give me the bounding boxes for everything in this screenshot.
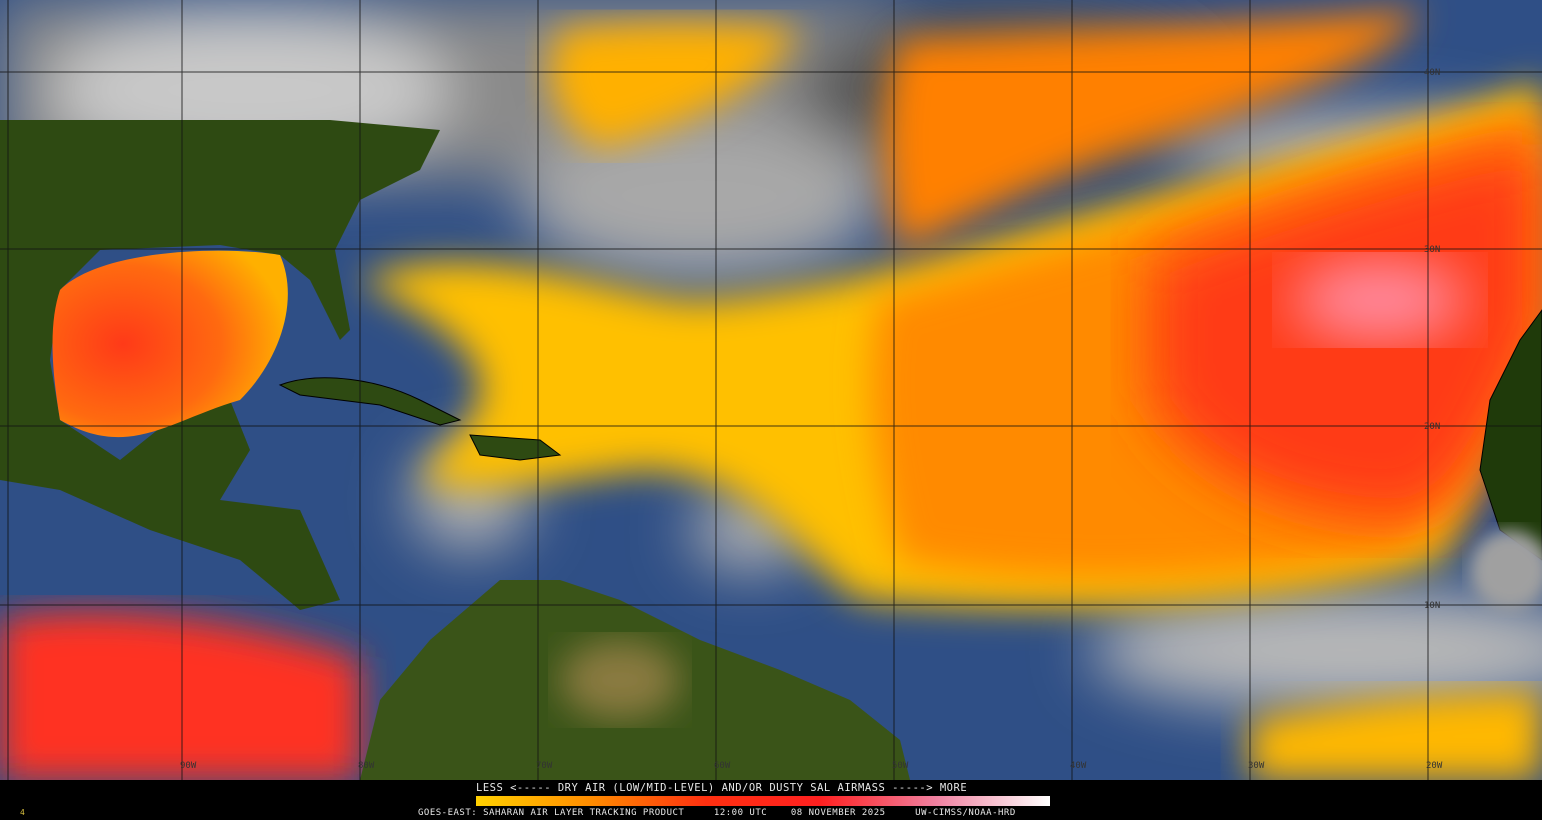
lon-label-20w: 20W [1426, 761, 1443, 771]
product-footer: GOES-EAST: SAHARAN AIR LAYER TRACKING PR… [418, 808, 1016, 818]
lon-label-60w: 60W [714, 761, 731, 771]
north-america [0, 120, 440, 610]
lat-label-10n: 10N [1424, 601, 1440, 611]
highlands [560, 640, 680, 720]
lon-label-40w: 40W [1070, 761, 1087, 771]
lat-label-30n: 30N [1424, 245, 1440, 255]
lat-label-40n: 40N [1424, 68, 1440, 78]
lon-label-50w: 50W [892, 761, 909, 771]
lat-lon-grid [0, 0, 1542, 780]
legend-panel: LESS <----- DRY AIR (LOW/MID-LEVEL) AND/… [0, 780, 1542, 820]
sal-airmass [0, 10, 1542, 780]
color-scale-bar [476, 796, 1050, 806]
cuba [278, 377, 462, 426]
lon-label-90w: 90W [180, 761, 197, 771]
africa-clouds [1470, 530, 1542, 610]
africa [1479, 309, 1542, 561]
sal-satellite-map: 40N 30N 20N 10N 90W 80W 70W 60W 50W 40W … [0, 0, 1542, 780]
lon-label-80w: 80W [358, 761, 375, 771]
corner-mark: 4 [20, 808, 26, 817]
lat-label-20n: 20N [1424, 422, 1440, 432]
lon-label-30w: 30W [1248, 761, 1265, 771]
lon-label-70w: 70W [536, 761, 553, 771]
gulf-of-mexico [52, 250, 288, 438]
land-areas [0, 120, 1542, 780]
grid-labels: 40N 30N 20N 10N 90W 80W 70W 60W 50W 40W … [180, 68, 1443, 771]
legend-title: LESS <----- DRY AIR (LOW/MID-LEVEL) AND/… [476, 782, 968, 794]
